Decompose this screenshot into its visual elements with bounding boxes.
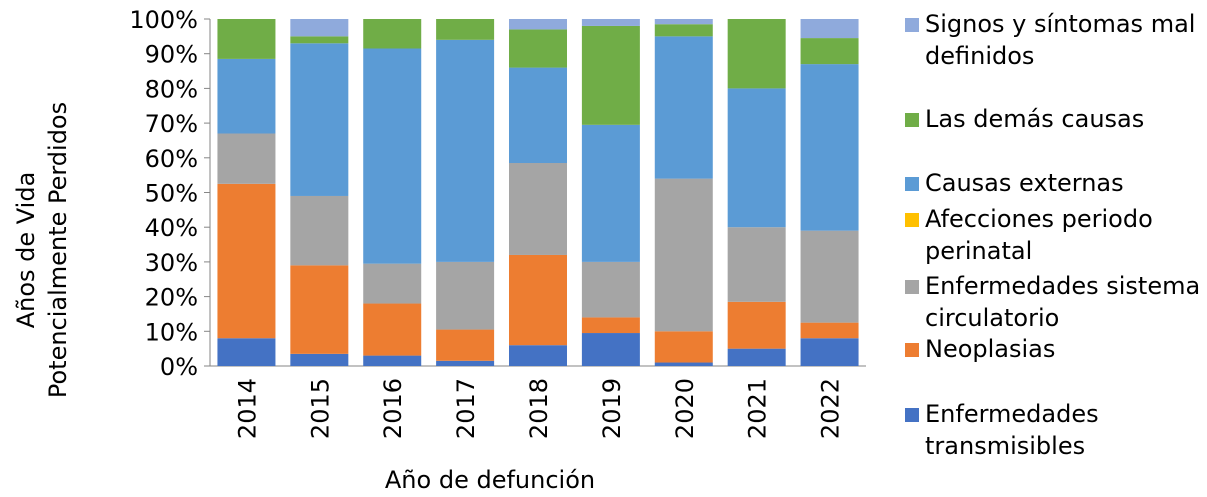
- bar-segment: [654, 24, 713, 37]
- bar-segment: [363, 48, 422, 264]
- legend-item: Neoplasias: [905, 333, 1207, 365]
- bar-segment: [800, 322, 859, 339]
- bar-segment: [727, 301, 786, 349]
- legend-swatch: [905, 113, 919, 127]
- legend-label: Enfermedades sistema circulatorio: [925, 272, 1201, 332]
- bar-segment: [363, 303, 422, 356]
- bar-segment: [800, 38, 859, 65]
- bar-segment: [800, 338, 859, 366]
- bar-segment: [436, 19, 495, 40]
- bar-segment: [217, 133, 276, 184]
- legend-label: Afecciones periodo perinatal: [925, 205, 1153, 265]
- bar-segment: [654, 362, 713, 366]
- y-tick-label: 80%: [145, 75, 198, 103]
- bar-segment: [509, 163, 567, 255]
- y-tick-label: 10%: [145, 318, 198, 346]
- bar-segment: [800, 230, 859, 323]
- bar-segment: [290, 43, 349, 196]
- bar-segment: [654, 331, 713, 363]
- y-tick-label: 40%: [145, 214, 198, 242]
- bar-segment: [436, 39, 495, 262]
- legend-swatch: [905, 408, 919, 422]
- legend-label: Signos y síntomas mal definidos: [925, 10, 1196, 70]
- bar-segment: [290, 265, 349, 354]
- y-tick-label: 0%: [160, 353, 198, 381]
- bar-segment: [509, 29, 567, 68]
- bar-segment: [217, 58, 276, 134]
- y-tick-label: 20%: [145, 284, 198, 312]
- bar-segment: [581, 124, 640, 262]
- bar-segment: [509, 19, 567, 30]
- bar-segment: [800, 64, 859, 231]
- bar-segment: [290, 353, 349, 366]
- bar-segment: [654, 19, 713, 25]
- legend-swatch: [905, 177, 919, 191]
- bar-segment: [509, 254, 567, 346]
- y-tick-label: 70%: [145, 110, 198, 138]
- bar-segment: [581, 19, 640, 26]
- legend-swatch: [905, 343, 919, 357]
- bar-segment: [581, 333, 640, 366]
- y-tick-label: 50%: [145, 180, 198, 208]
- legend-label: Enfermedades transmisibles: [925, 400, 1099, 460]
- legend-label: Las demás causas: [925, 105, 1145, 133]
- bar-segment: [509, 345, 567, 366]
- bar-segment: [436, 360, 495, 366]
- bar-segment: [363, 263, 422, 304]
- x-tick-label: 2017: [452, 378, 480, 439]
- legend-item: Enfermedades sistema circulatorio: [905, 270, 1207, 334]
- y-tick-label: 90%: [145, 41, 198, 69]
- x-tick-label: 2014: [233, 378, 261, 439]
- y-tick-label: 60%: [145, 145, 198, 173]
- bar-segment: [727, 348, 786, 366]
- bar-segment: [581, 25, 640, 125]
- x-tick-label: 2016: [379, 378, 407, 439]
- bar-segment: [654, 36, 713, 179]
- legend-label: Causas externas: [925, 169, 1124, 197]
- x-tick-label: 2018: [525, 378, 553, 439]
- bar-segment: [363, 355, 422, 366]
- legend-swatch: [905, 213, 919, 227]
- bar-segment: [290, 195, 349, 266]
- bar-segment: [581, 261, 640, 318]
- x-tick-label: 2020: [671, 378, 699, 439]
- x-tick-label: 2015: [306, 378, 334, 439]
- legend-swatch: [905, 280, 919, 294]
- bar-segment: [436, 261, 495, 330]
- bar-segment: [290, 36, 349, 44]
- y-axis-label: Años de Vida Potencialmente Perdidos: [12, 101, 72, 399]
- bar-segment: [217, 183, 276, 339]
- bar-segment: [654, 178, 713, 332]
- x-axis-label: Año de defunción: [385, 466, 595, 494]
- bar-segment: [727, 227, 786, 302]
- legend-item: Enfermedades transmisibles: [905, 398, 1207, 462]
- legend-item: Las demás causas: [905, 103, 1207, 135]
- bar-segment: [581, 317, 640, 334]
- bar-segment: [436, 329, 495, 361]
- bar-segment: [363, 19, 422, 49]
- bar-segment: [509, 67, 567, 164]
- y-tick-label: 30%: [145, 249, 198, 277]
- x-tick-label: 2021: [744, 378, 772, 439]
- legend-item: Afecciones periodo perinatal: [905, 203, 1207, 267]
- legend-label: Neoplasias: [925, 335, 1056, 363]
- legend-swatch: [905, 18, 919, 32]
- legend-item: Causas externas: [905, 167, 1207, 199]
- bar-segment: [800, 19, 859, 39]
- bar-segment: [290, 19, 349, 37]
- legend-item: Signos y síntomas mal definidos: [905, 8, 1207, 72]
- bar-segment: [727, 19, 786, 89]
- bar-segment: [217, 338, 276, 366]
- bar-segment: [727, 88, 786, 228]
- bar-segment: [217, 19, 276, 59]
- x-tick-label: 2022: [817, 378, 845, 439]
- y-tick-label: 100%: [129, 6, 198, 34]
- x-tick-label: 2019: [598, 378, 626, 439]
